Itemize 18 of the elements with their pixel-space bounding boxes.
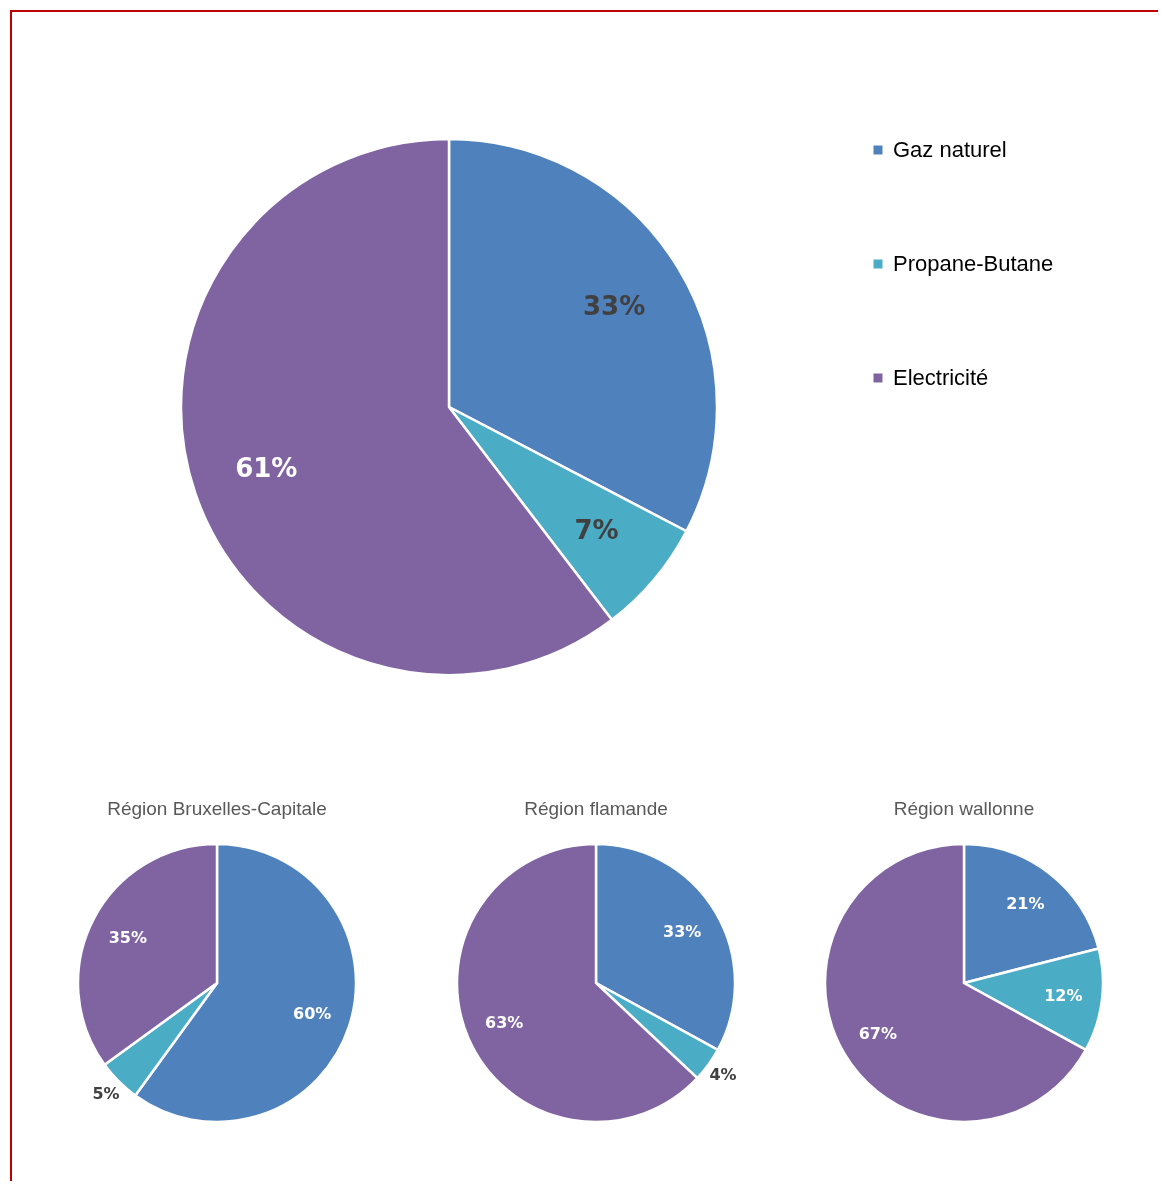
data-label: 61% xyxy=(235,452,298,483)
legend-label: Electricité xyxy=(893,365,989,390)
data-label: 21% xyxy=(1006,893,1045,913)
chart-title: Région wallonne xyxy=(893,798,1035,819)
data-label: 12% xyxy=(1044,985,1083,1005)
data-label: 60% xyxy=(293,1003,332,1023)
chart-title: Région flamande xyxy=(523,798,668,819)
data-label: 63% xyxy=(484,1012,523,1032)
data-label: 5% xyxy=(92,1084,120,1104)
data-label: 33% xyxy=(582,291,646,322)
data-label: 67% xyxy=(858,1023,898,1043)
legend-label: Propane-Butane xyxy=(893,251,1054,276)
data-label: 7% xyxy=(574,515,619,546)
chart-title: Région Bruxelles-Capitale xyxy=(107,798,327,819)
data-label: 4% xyxy=(708,1065,737,1085)
data-label: 33% xyxy=(662,922,701,942)
data-label: 35% xyxy=(108,927,147,947)
legend-label: Gaz naturel xyxy=(893,137,1007,162)
